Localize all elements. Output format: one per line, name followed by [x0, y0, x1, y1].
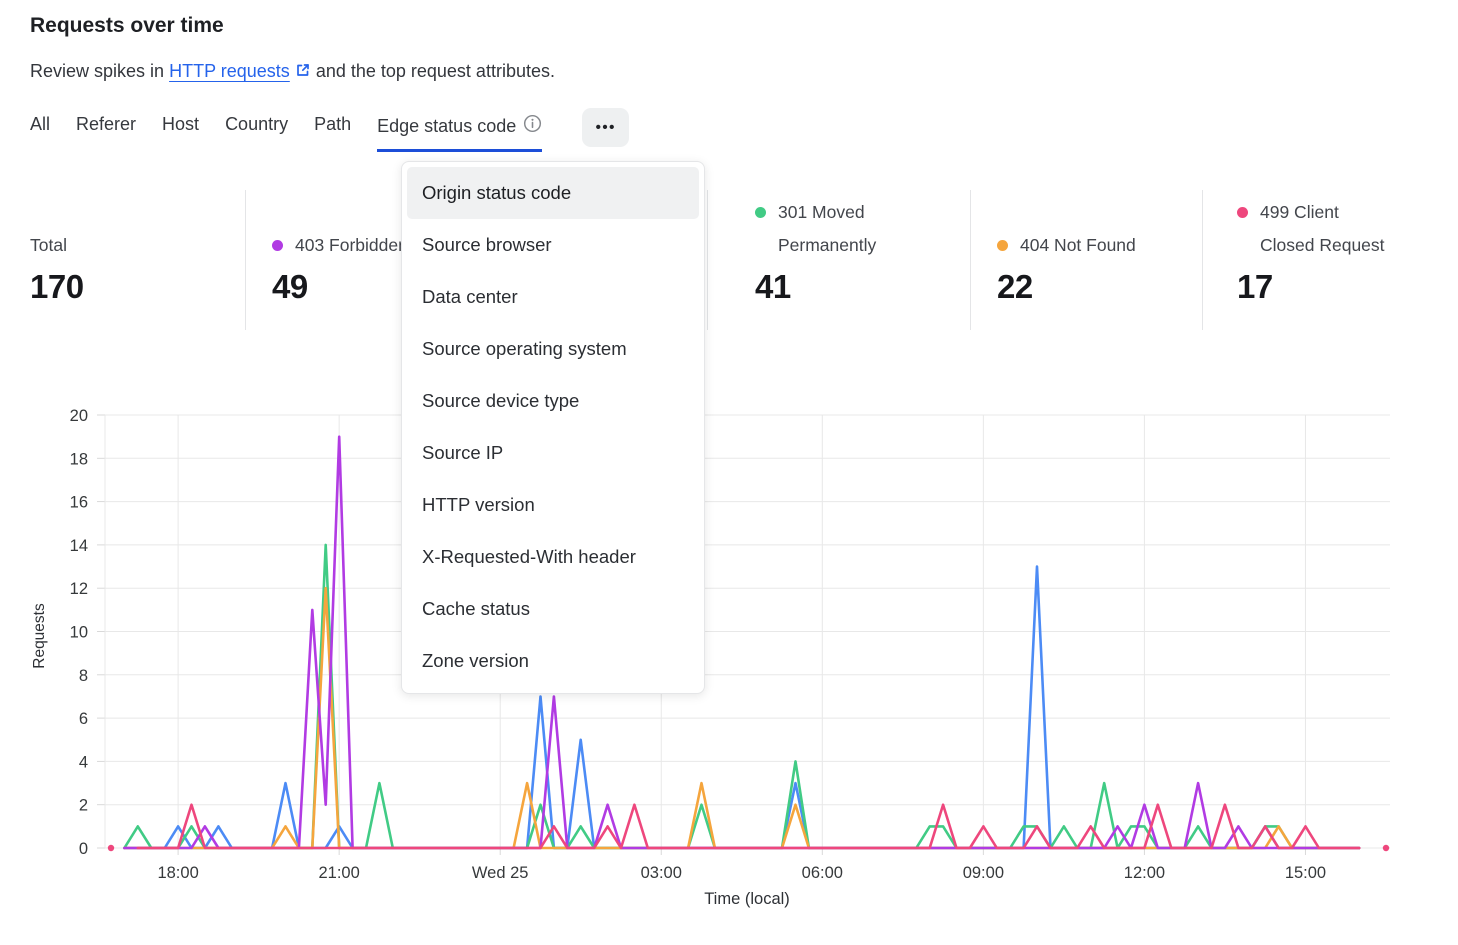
stat-total: Total 170	[30, 229, 84, 306]
menu-item-source-ip[interactable]: Source IP	[422, 442, 504, 463]
menu-item-source-operating-system[interactable]: Source operating system	[422, 338, 627, 359]
stat-403-value: 49	[272, 268, 308, 305]
stat-499-value: 17	[1237, 268, 1273, 305]
svg-text:03:00: 03:00	[641, 864, 682, 882]
svg-text:0: 0	[79, 840, 88, 858]
stat-404-label: 404 Not Found	[1020, 235, 1136, 255]
requests-chart[interactable]: 0 2 4 6 8 10 12 14 16 18 20 18:00 21:00 Wed 25 03:00 06…	[0, 390, 1458, 940]
menu-item-cache-status[interactable]: Cache status	[422, 598, 530, 619]
menu-item-origin-status-code[interactable]: Origin status code	[407, 167, 699, 219]
info-icon[interactable]	[523, 114, 542, 138]
svg-text:20: 20	[70, 407, 88, 425]
stat-total-value: 170	[30, 268, 84, 305]
stat-403-forbidden: 403 Forbidden 49	[272, 229, 408, 306]
tab-country[interactable]: Country	[225, 114, 289, 134]
menu-item-data-center[interactable]: Data center	[422, 286, 518, 307]
menu-item-zone-version[interactable]: Zone version	[422, 650, 529, 671]
stat-301-value: 41	[755, 268, 791, 305]
subtitle: Review spikes in HTTP requests and the t…	[30, 61, 555, 83]
svg-text:12:00: 12:00	[1124, 864, 1165, 882]
stat-divider	[707, 190, 708, 330]
svg-text:09:00: 09:00	[963, 864, 1004, 882]
stat-499-label-line1: 499 Client	[1260, 202, 1339, 222]
attribute-tabs: All Referer Host Country Path Edge statu…	[30, 108, 630, 152]
external-link-icon	[295, 62, 311, 83]
stat-403-label: 403 Forbidden	[295, 235, 408, 255]
svg-text:15:00: 15:00	[1285, 864, 1326, 882]
stat-total-label: Total	[30, 235, 67, 255]
svg-text:18: 18	[70, 450, 88, 468]
page-title: Requests over time	[30, 14, 224, 37]
subtitle-suffix: and the top request attributes.	[315, 61, 555, 81]
stat-301-label-line2: Permanently	[778, 235, 877, 255]
stat-499-label-line2: Closed Request	[1260, 235, 1385, 255]
series-dot-403	[272, 240, 283, 251]
svg-text:6: 6	[79, 710, 88, 728]
attribute-dropdown-menu: Origin status code Source browser Data c…	[401, 161, 705, 694]
stat-404-not-found: 404 Not Found 22	[997, 229, 1136, 306]
tab-path[interactable]: Path	[314, 114, 352, 134]
svg-text:21:00: 21:00	[319, 864, 360, 882]
svg-text:4: 4	[79, 753, 88, 771]
more-tabs-button[interactable]: •••	[582, 108, 630, 147]
http-requests-link[interactable]: HTTP requests	[169, 61, 311, 81]
stat-499-client-closed: 499 Client Closed Request 17	[1237, 196, 1385, 306]
svg-text:18:00: 18:00	[157, 864, 198, 882]
svg-text:Requests: Requests	[31, 603, 48, 669]
svg-text:8: 8	[79, 667, 88, 685]
stat-divider	[245, 190, 246, 330]
tab-referer[interactable]: Referer	[76, 114, 137, 134]
series-dot-301	[755, 207, 766, 218]
series-dot-499	[1237, 207, 1248, 218]
stat-divider	[1202, 190, 1203, 330]
tab-host[interactable]: Host	[162, 114, 200, 134]
svg-text:14: 14	[70, 537, 88, 555]
tab-all[interactable]: All	[30, 114, 51, 134]
ellipsis-icon: •••	[595, 119, 616, 136]
svg-text:2: 2	[79, 797, 88, 815]
svg-text:10: 10	[70, 624, 88, 642]
stat-404-value: 22	[997, 268, 1033, 305]
svg-text:Time (local): Time (local)	[704, 890, 790, 908]
tab-edge-status-code-label: Edge status code	[377, 115, 517, 136]
tab-edge-status-code[interactable]: Edge status code	[377, 114, 543, 152]
svg-text:16: 16	[70, 494, 88, 512]
stat-301-moved: 301 Moved Permanently 41	[755, 196, 876, 306]
menu-item-source-device-type[interactable]: Source device type	[422, 390, 580, 411]
stat-301-label-line1: 301 Moved	[778, 202, 865, 222]
series-dot-404	[997, 240, 1008, 251]
menu-item-http-version[interactable]: HTTP version	[422, 494, 535, 515]
svg-text:12: 12	[70, 580, 88, 598]
svg-text:06:00: 06:00	[802, 864, 843, 882]
svg-text:Wed 25: Wed 25	[472, 864, 529, 882]
stat-divider	[970, 190, 971, 330]
menu-item-x-requested-with-header[interactable]: X-Requested-With header	[422, 546, 636, 567]
menu-item-source-browser[interactable]: Source browser	[422, 234, 552, 255]
subtitle-prefix: Review spikes in	[30, 61, 165, 81]
chart-canvas[interactable]: 0 2 4 6 8 10 12 14 16 18 20 18:00 21:00 Wed 25 03:00 06…	[0, 390, 1458, 940]
